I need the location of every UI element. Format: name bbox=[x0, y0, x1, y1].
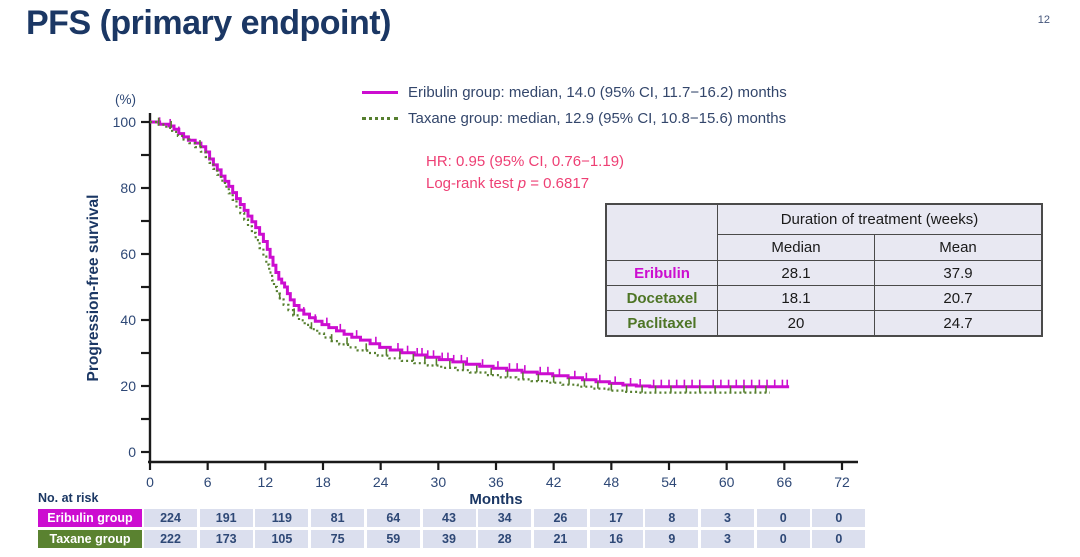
x-tick-label: 24 bbox=[373, 474, 389, 490]
y-tick-label: 40 bbox=[120, 312, 136, 328]
logrank-prefix: Log-rank test bbox=[426, 175, 518, 192]
duration-header-cell: Duration of treatment (weeks) bbox=[717, 203, 1043, 235]
x-axis-title: Months bbox=[469, 491, 522, 508]
treatment-table-row: Eribulin 28.1 37.9 bbox=[605, 260, 1043, 286]
median-header-cell: Median bbox=[717, 234, 875, 261]
drug-name-cell: Paclitaxel bbox=[605, 310, 718, 337]
x-tick-label: 60 bbox=[719, 474, 735, 490]
y-tick-label: 60 bbox=[120, 246, 136, 262]
y-tick-label: 20 bbox=[120, 378, 136, 394]
x-tick-label: 36 bbox=[488, 474, 504, 490]
y-axis-title: Progression-free survival bbox=[85, 195, 102, 382]
table-subheader-row: Median Mean bbox=[606, 234, 1043, 261]
slide-title: PFS (primary endpoint) bbox=[26, 4, 391, 42]
x-tick-label: 0 bbox=[146, 474, 154, 490]
x-tick-label: 18 bbox=[315, 474, 331, 490]
table-header-row: Duration of treatment (weeks) bbox=[605, 203, 1043, 261]
hr-line: HR: 0.95 (95% CI, 0.76−1.19) bbox=[426, 153, 625, 170]
x-tick-label: 54 bbox=[661, 474, 677, 490]
duration-of-treatment-table: Duration of treatment (weeks) Median Mea… bbox=[605, 203, 1043, 337]
mean-value-cell: 20.7 bbox=[874, 285, 1043, 311]
drug-name-cell: Eribulin bbox=[605, 260, 718, 286]
logrank-suffix: = 0.6817 bbox=[526, 175, 590, 192]
logrank-p-symbol: p bbox=[517, 175, 527, 192]
x-tick-label: 12 bbox=[258, 474, 274, 490]
km-survival-chart: 0 20 40 60 80 100 (%) 0 6 12 18 24 30 36 42 48 54 60 66 72 M… bbox=[85, 92, 858, 508]
treatment-table-row: Docetaxel 18.1 20.7 bbox=[605, 285, 1043, 311]
median-value-cell: 18.1 bbox=[717, 285, 875, 311]
x-tick-label: 6 bbox=[204, 474, 212, 490]
mean-value-cell: 37.9 bbox=[874, 260, 1043, 286]
legend-label-eribulin: Eribulin group: median, 14.0 (95% CI, 11… bbox=[408, 83, 787, 101]
y-tick-label: 80 bbox=[120, 180, 136, 196]
hr-annotation: HR: 0.95 (95% CI, 0.76−1.19) Log-rank te… bbox=[426, 151, 624, 195]
y-tick-label: 100 bbox=[113, 114, 137, 130]
km-curve-taxane bbox=[150, 120, 770, 394]
legend-item-taxane: Taxane group: median, 12.9 (95% CI, 10.8… bbox=[362, 105, 787, 131]
y-tick-label: 0 bbox=[128, 444, 136, 460]
median-value-cell: 20 bbox=[717, 310, 875, 337]
taxane-line-swatch bbox=[362, 116, 398, 120]
corner-cell bbox=[605, 203, 718, 261]
chart-legend: Eribulin group: median, 14.0 (95% CI, 11… bbox=[362, 79, 787, 131]
x-tick-label: 48 bbox=[604, 474, 620, 490]
mean-header-cell: Mean bbox=[874, 234, 1043, 261]
x-tick-label: 30 bbox=[431, 474, 447, 490]
median-value-cell: 28.1 bbox=[717, 260, 875, 286]
mean-value-cell: 24.7 bbox=[874, 310, 1043, 337]
y-unit-label: (%) bbox=[115, 92, 136, 107]
legend-label-taxane: Taxane group: median, 12.9 (95% CI, 10.8… bbox=[408, 109, 787, 127]
x-tick-label: 66 bbox=[777, 474, 793, 490]
legend-item-eribulin: Eribulin group: median, 14.0 (95% CI, 11… bbox=[362, 79, 787, 105]
page-number: 12 bbox=[1037, 14, 1050, 26]
treatment-table-row: Paclitaxel 20 24.7 bbox=[605, 310, 1043, 337]
drug-name-cell: Docetaxel bbox=[605, 285, 718, 311]
x-tick-label: 72 bbox=[834, 474, 850, 490]
logrank-line: Log-rank test p = 0.6817 bbox=[426, 173, 624, 195]
eribulin-line-swatch bbox=[362, 90, 398, 94]
x-tick-label: 42 bbox=[546, 474, 562, 490]
